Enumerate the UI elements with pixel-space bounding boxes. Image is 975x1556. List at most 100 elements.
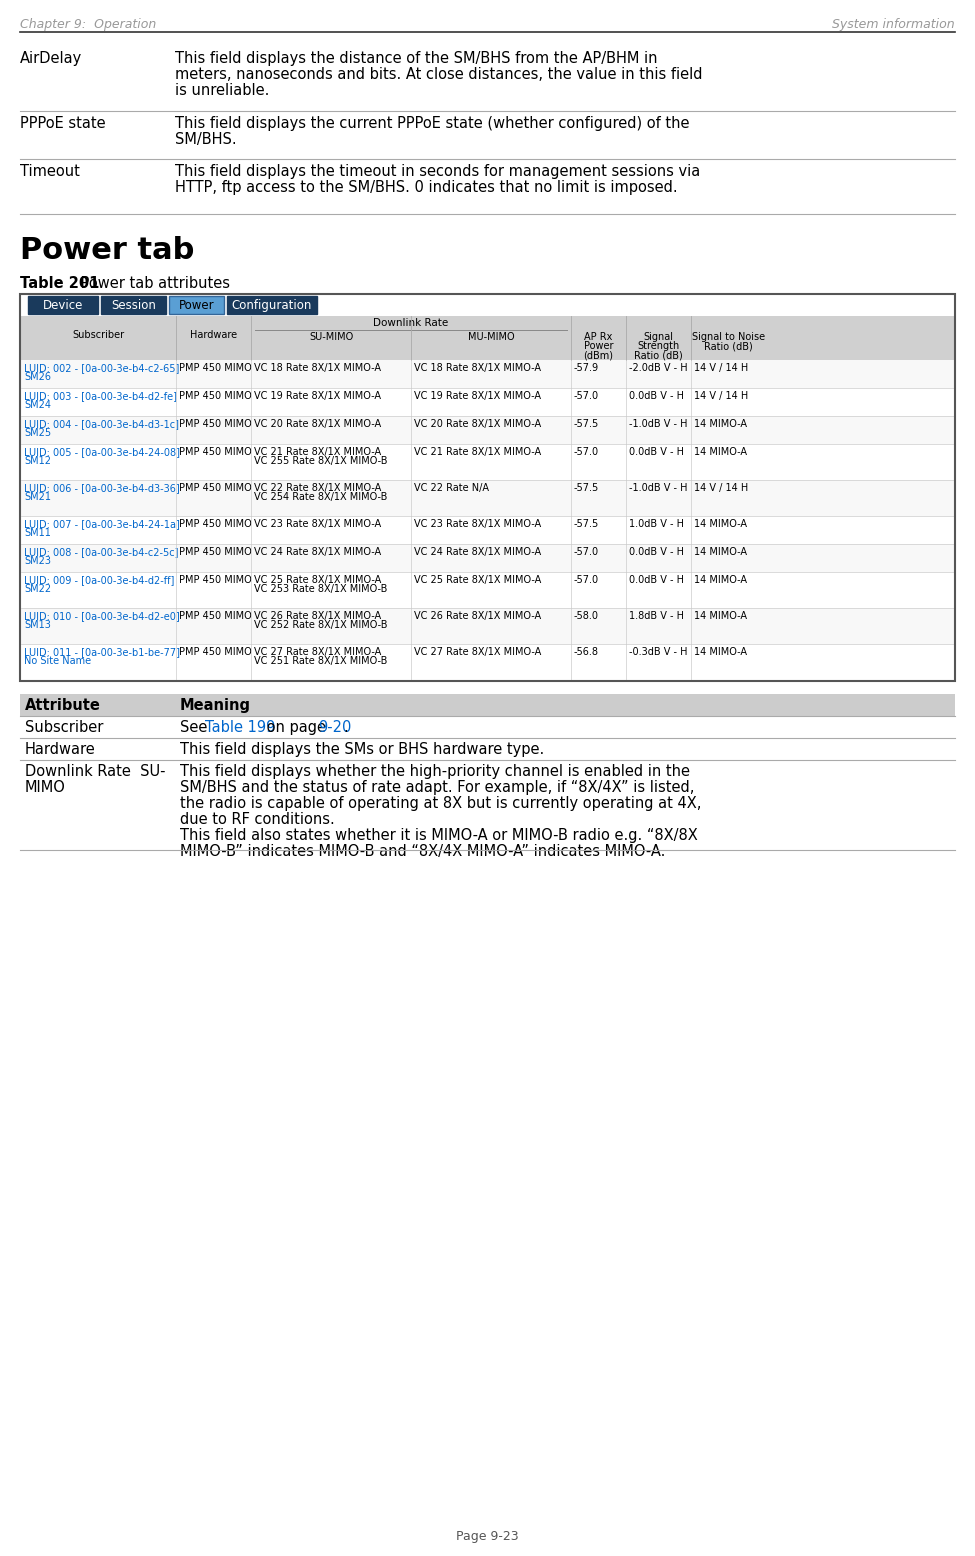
Text: VC 22 Rate N/A: VC 22 Rate N/A xyxy=(414,482,489,493)
Text: AP Rx: AP Rx xyxy=(584,331,612,342)
Bar xyxy=(21,479,954,517)
Text: MIMO-B” indicates MIMO-B and “8X/4X MIMO-A” indicates MIMO-A.: MIMO-B” indicates MIMO-B and “8X/4X MIMO… xyxy=(180,843,665,859)
Text: This field displays the timeout in seconds for management sessions via: This field displays the timeout in secon… xyxy=(175,163,700,179)
Text: meters, nanoseconds and bits. At close distances, the value in this field: meters, nanoseconds and bits. At close d… xyxy=(175,67,703,82)
Text: PMP 450 MIMO: PMP 450 MIMO xyxy=(179,520,252,529)
Text: VC 23 Rate 8X/1X MIMO-A: VC 23 Rate 8X/1X MIMO-A xyxy=(414,520,541,529)
Text: Table 199: Table 199 xyxy=(205,720,276,734)
Text: Page 9-23: Page 9-23 xyxy=(455,1530,519,1544)
Bar xyxy=(20,294,955,682)
Text: PMP 450 MIMO: PMP 450 MIMO xyxy=(179,391,252,401)
Text: VC 20 Rate 8X/1X MIMO-A: VC 20 Rate 8X/1X MIMO-A xyxy=(414,419,541,429)
Text: SM/BHS and the status of rate adapt. For example, if “8X/4X” is listed,: SM/BHS and the status of rate adapt. For… xyxy=(180,780,694,795)
Text: AirDelay: AirDelay xyxy=(20,51,82,65)
Text: SM25: SM25 xyxy=(24,428,51,437)
Text: 14 MIMO-A: 14 MIMO-A xyxy=(694,548,747,557)
Text: PMP 450 MIMO: PMP 450 MIMO xyxy=(179,548,252,557)
Text: -1.0dB V - H: -1.0dB V - H xyxy=(629,482,687,493)
Text: -57.0: -57.0 xyxy=(574,447,599,457)
Text: VC 19 Rate 8X/1X MIMO-A: VC 19 Rate 8X/1X MIMO-A xyxy=(414,391,541,401)
Text: 14 MIMO-A: 14 MIMO-A xyxy=(694,576,747,585)
Text: Timeout: Timeout xyxy=(20,163,80,179)
Text: SM22: SM22 xyxy=(24,584,51,594)
Text: LUID: 008 - [0a-00-3e-b4-c2-5c]: LUID: 008 - [0a-00-3e-b4-c2-5c] xyxy=(24,548,178,557)
Text: LUID: 007 - [0a-00-3e-b4-24-1a]: LUID: 007 - [0a-00-3e-b4-24-1a] xyxy=(24,520,179,529)
Text: This field displays the SMs or BHS hardware type.: This field displays the SMs or BHS hardw… xyxy=(180,742,544,758)
Text: -57.5: -57.5 xyxy=(574,482,600,493)
Text: 14 MIMO-A: 14 MIMO-A xyxy=(694,419,747,429)
Text: Subscriber: Subscriber xyxy=(25,720,103,734)
Text: Session: Session xyxy=(111,299,156,313)
Text: VC 18 Rate 8X/1X MIMO-A: VC 18 Rate 8X/1X MIMO-A xyxy=(414,363,541,373)
Text: VC 21 Rate 8X/1X MIMO-A: VC 21 Rate 8X/1X MIMO-A xyxy=(254,447,381,457)
Text: VC 26 Rate 8X/1X MIMO-A: VC 26 Rate 8X/1X MIMO-A xyxy=(254,612,381,621)
Text: 9-20: 9-20 xyxy=(319,720,352,734)
Text: Chapter 9:  Operation: Chapter 9: Operation xyxy=(20,19,156,31)
Text: Power tab: Power tab xyxy=(20,237,194,265)
Text: 14 V / 14 H: 14 V / 14 H xyxy=(694,482,748,493)
Bar xyxy=(21,517,954,545)
Text: -58.0: -58.0 xyxy=(574,612,599,621)
Bar xyxy=(20,759,955,850)
Text: Power tab attributes: Power tab attributes xyxy=(76,275,230,291)
Text: 0.0dB V - H: 0.0dB V - H xyxy=(629,576,684,585)
Text: 0.0dB V - H: 0.0dB V - H xyxy=(629,548,684,557)
Text: Hardware: Hardware xyxy=(25,742,96,758)
Text: See: See xyxy=(180,720,212,734)
Bar xyxy=(20,738,955,759)
Text: Device: Device xyxy=(43,299,83,313)
Text: LUID: 004 - [0a-00-3e-b4-d3-1c]: LUID: 004 - [0a-00-3e-b4-d3-1c] xyxy=(24,419,179,429)
Text: SM13: SM13 xyxy=(24,619,51,630)
Text: -57.0: -57.0 xyxy=(574,576,599,585)
Text: LUID: 011 - [0a-00-3e-b1-be-77]: LUID: 011 - [0a-00-3e-b1-be-77] xyxy=(24,647,180,657)
Text: VC 19 Rate 8X/1X MIMO-A: VC 19 Rate 8X/1X MIMO-A xyxy=(254,391,381,401)
Text: VC 27 Rate 8X/1X MIMO-A: VC 27 Rate 8X/1X MIMO-A xyxy=(254,647,381,657)
Text: 14 MIMO-A: 14 MIMO-A xyxy=(694,647,747,657)
Text: Meaning: Meaning xyxy=(180,699,251,713)
Text: SM11: SM11 xyxy=(24,527,51,538)
Text: -57.0: -57.0 xyxy=(574,548,599,557)
Bar xyxy=(21,573,954,608)
Text: Power: Power xyxy=(178,299,214,313)
Text: Ratio (dB): Ratio (dB) xyxy=(634,350,682,359)
Text: SM23: SM23 xyxy=(24,555,51,566)
Text: PPPoE state: PPPoE state xyxy=(20,117,105,131)
Text: Downlink Rate: Downlink Rate xyxy=(373,317,448,328)
Bar xyxy=(101,296,166,314)
Text: This field displays whether the high-priority channel is enabled in the: This field displays whether the high-pri… xyxy=(180,764,690,780)
Text: LUID: 006 - [0a-00-3e-b4-d3-36]: LUID: 006 - [0a-00-3e-b4-d3-36] xyxy=(24,482,179,493)
Text: is unreliable.: is unreliable. xyxy=(175,82,269,98)
Text: Signal: Signal xyxy=(644,331,674,342)
Text: SM21: SM21 xyxy=(24,492,51,503)
Text: Subscriber: Subscriber xyxy=(72,330,125,341)
Text: PMP 450 MIMO: PMP 450 MIMO xyxy=(179,576,252,585)
Text: MIMO: MIMO xyxy=(25,780,66,795)
Bar xyxy=(21,644,954,680)
Text: PMP 450 MIMO: PMP 450 MIMO xyxy=(179,647,252,657)
Text: 1.8dB V - H: 1.8dB V - H xyxy=(629,612,684,621)
Text: HTTP, ftp access to the SM/BHS. 0 indicates that no limit is imposed.: HTTP, ftp access to the SM/BHS. 0 indica… xyxy=(175,180,678,194)
Text: 14 V / 14 H: 14 V / 14 H xyxy=(694,391,748,401)
Text: LUID: 003 - [0a-00-3e-b4-d2-fe]: LUID: 003 - [0a-00-3e-b4-d2-fe] xyxy=(24,391,177,401)
Text: System information: System information xyxy=(833,19,955,31)
Text: No Site Name: No Site Name xyxy=(24,657,91,666)
Text: (dBm): (dBm) xyxy=(583,350,613,359)
Text: 14 MIMO-A: 14 MIMO-A xyxy=(694,612,747,621)
Text: PMP 450 MIMO: PMP 450 MIMO xyxy=(179,363,252,373)
Text: 14 MIMO-A: 14 MIMO-A xyxy=(694,447,747,457)
Text: Signal to Noise: Signal to Noise xyxy=(692,331,765,342)
Text: This field displays the distance of the SM/BHS from the AP/BHM in: This field displays the distance of the … xyxy=(175,51,657,65)
Bar xyxy=(21,359,954,387)
Bar xyxy=(21,443,954,479)
Text: VC 21 Rate 8X/1X MIMO-A: VC 21 Rate 8X/1X MIMO-A xyxy=(414,447,541,457)
Text: PMP 450 MIMO: PMP 450 MIMO xyxy=(179,612,252,621)
Text: -57.5: -57.5 xyxy=(574,419,600,429)
Text: VC 254 Rate 8X/1X MIMO-B: VC 254 Rate 8X/1X MIMO-B xyxy=(254,492,387,503)
Text: VC 20 Rate 8X/1X MIMO-A: VC 20 Rate 8X/1X MIMO-A xyxy=(254,419,381,429)
Text: Power: Power xyxy=(584,341,613,352)
Text: due to RF conditions.: due to RF conditions. xyxy=(180,812,334,826)
Text: VC 251 Rate 8X/1X MIMO-B: VC 251 Rate 8X/1X MIMO-B xyxy=(254,657,387,666)
Text: PMP 450 MIMO: PMP 450 MIMO xyxy=(179,482,252,493)
Text: VC 253 Rate 8X/1X MIMO-B: VC 253 Rate 8X/1X MIMO-B xyxy=(254,584,387,594)
Text: Ratio (dB): Ratio (dB) xyxy=(704,341,753,352)
